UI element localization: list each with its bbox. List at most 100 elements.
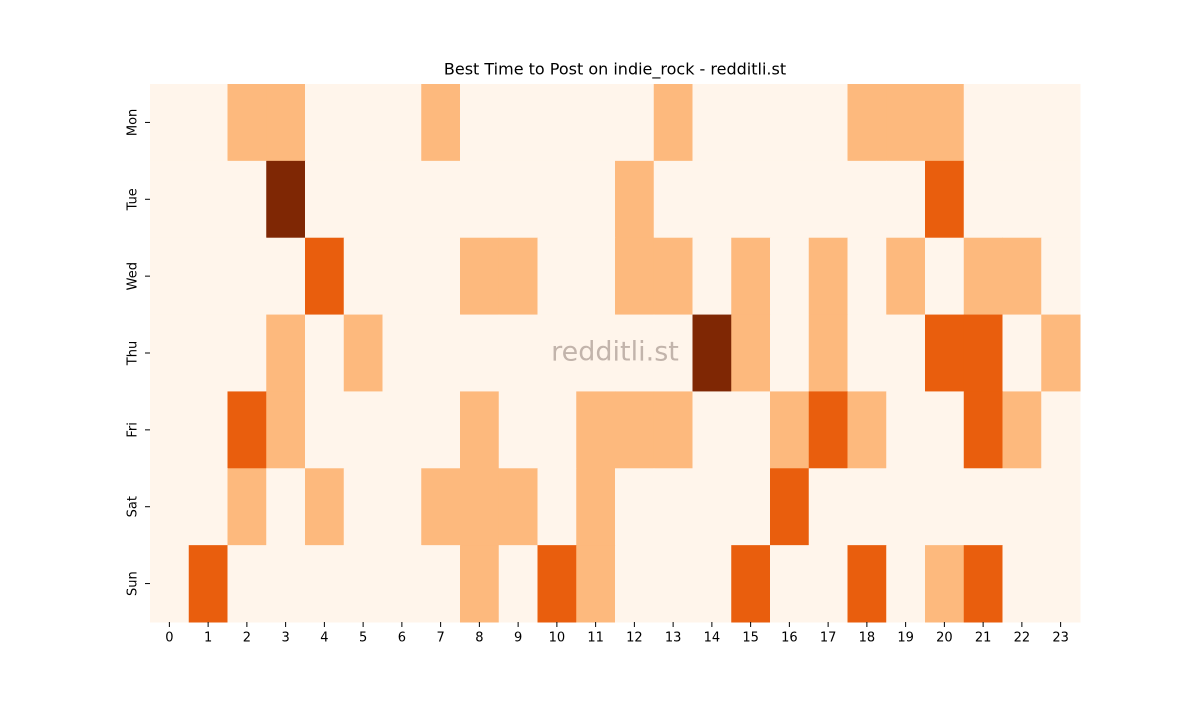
heatmap-cell [847, 237, 887, 316]
heatmap-cell [692, 84, 732, 162]
heatmap-cell [421, 468, 461, 546]
heatmap-cell [1002, 314, 1042, 392]
heatmap-cell [653, 237, 693, 316]
heatmap-cell [692, 391, 732, 469]
x-tick-label: 17 [820, 631, 837, 646]
heatmap-cell [576, 545, 616, 623]
heatmap-cell [925, 84, 965, 162]
heatmap-cell [653, 314, 693, 392]
heatmap-cell [963, 391, 1003, 469]
heatmap-cell [537, 160, 577, 239]
heatmap-cell [925, 160, 965, 239]
heatmap-cell [615, 545, 655, 623]
heatmap-cell [188, 545, 228, 623]
heatmap-cell [615, 84, 655, 162]
x-tick-label: 19 [897, 631, 914, 646]
heatmap-cell [343, 84, 383, 162]
heatmap-cell [266, 84, 306, 162]
heatmap-cell [460, 237, 500, 316]
x-tick-label: 8 [475, 631, 483, 646]
heatmap-cell [266, 314, 306, 392]
heatmap-cell [576, 314, 616, 392]
heatmap-cell [382, 314, 422, 392]
chart-title: Best Time to Post on indie_rock - reddit… [444, 60, 786, 80]
x-tick-label: 10 [549, 631, 566, 646]
heatmap-cell [847, 468, 887, 546]
heatmap-cell [382, 84, 422, 162]
heatmap-cell [770, 160, 810, 239]
heatmap-cell [305, 314, 345, 392]
heatmap-cell [498, 545, 538, 623]
heatmap-cell [460, 160, 500, 239]
x-tick-label: 9 [514, 631, 522, 646]
heatmap-cell [498, 468, 538, 546]
heatmap-cell [266, 391, 306, 469]
heatmap-cell [615, 314, 655, 392]
heatmap-cell [1041, 160, 1081, 239]
heatmap-cell [886, 84, 926, 162]
heatmap-cell [963, 84, 1003, 162]
heatmap-cell [537, 468, 577, 546]
heatmap-cell [925, 314, 965, 392]
heatmap-cell [847, 545, 887, 623]
y-tick-label: Wed [126, 262, 141, 290]
heatmap-cell [963, 468, 1003, 546]
heatmap-cell [227, 391, 267, 469]
y-tick-label: Thu [126, 341, 141, 366]
heatmap-cell [847, 314, 887, 392]
x-tick-label: 5 [359, 631, 367, 646]
heatmap-cell [692, 314, 732, 392]
heatmap-cell [653, 84, 693, 162]
heatmap-cell [963, 237, 1003, 316]
heatmap-cell [886, 391, 926, 469]
heatmap-cell [692, 237, 732, 316]
heatmap-cell [847, 84, 887, 162]
heatmap-cell [227, 160, 267, 239]
heatmap-cell [305, 84, 345, 162]
heatmap-cell [808, 84, 848, 162]
heatmap-cell [421, 391, 461, 469]
x-tick-label: 13 [665, 631, 682, 646]
x-tick-label: 18 [859, 631, 876, 646]
heatmap-cell [770, 545, 810, 623]
heatmap-cell [343, 237, 383, 316]
heatmap-cell [227, 237, 267, 316]
heatmap-cell [266, 545, 306, 623]
heatmap-cell [421, 160, 461, 239]
heatmap-cell [537, 391, 577, 469]
y-tick-label: Mon [126, 109, 141, 136]
heatmap-cell [1041, 545, 1081, 623]
heatmap-cell [615, 468, 655, 546]
heatmap-cell [731, 237, 771, 316]
heatmap-cell [382, 160, 422, 239]
heatmap-cell [653, 391, 693, 469]
heatmap-cell [808, 237, 848, 316]
heatmap-cell [1002, 84, 1042, 162]
heatmap-cell [188, 468, 228, 546]
heatmap-cell [421, 84, 461, 162]
heatmap-cell [1041, 391, 1081, 469]
heatmap-cell [1002, 237, 1042, 316]
heatmap-cell [886, 237, 926, 316]
x-tick-label: 15 [742, 631, 759, 646]
heatmap-cell [498, 391, 538, 469]
heatmap-cell [576, 84, 616, 162]
heatmap-cell [1041, 468, 1081, 546]
heatmap-cell [886, 314, 926, 392]
heatmap-cell [886, 160, 926, 239]
heatmap-cell [770, 84, 810, 162]
x-tick-label: 14 [704, 631, 721, 646]
heatmap-cell [770, 468, 810, 546]
heatmap-cell [421, 237, 461, 316]
heatmap-cell [150, 391, 190, 469]
heatmap-cell [1041, 237, 1081, 316]
heatmap-cell [382, 237, 422, 316]
heatmap-cell [886, 468, 926, 546]
heatmap-cell [188, 160, 228, 239]
y-tick-label: Sun [126, 571, 141, 596]
x-tick-label: 4 [320, 631, 328, 646]
heatmap-cell [653, 545, 693, 623]
x-tick-label: 11 [587, 631, 604, 646]
heatmap-cell [498, 84, 538, 162]
